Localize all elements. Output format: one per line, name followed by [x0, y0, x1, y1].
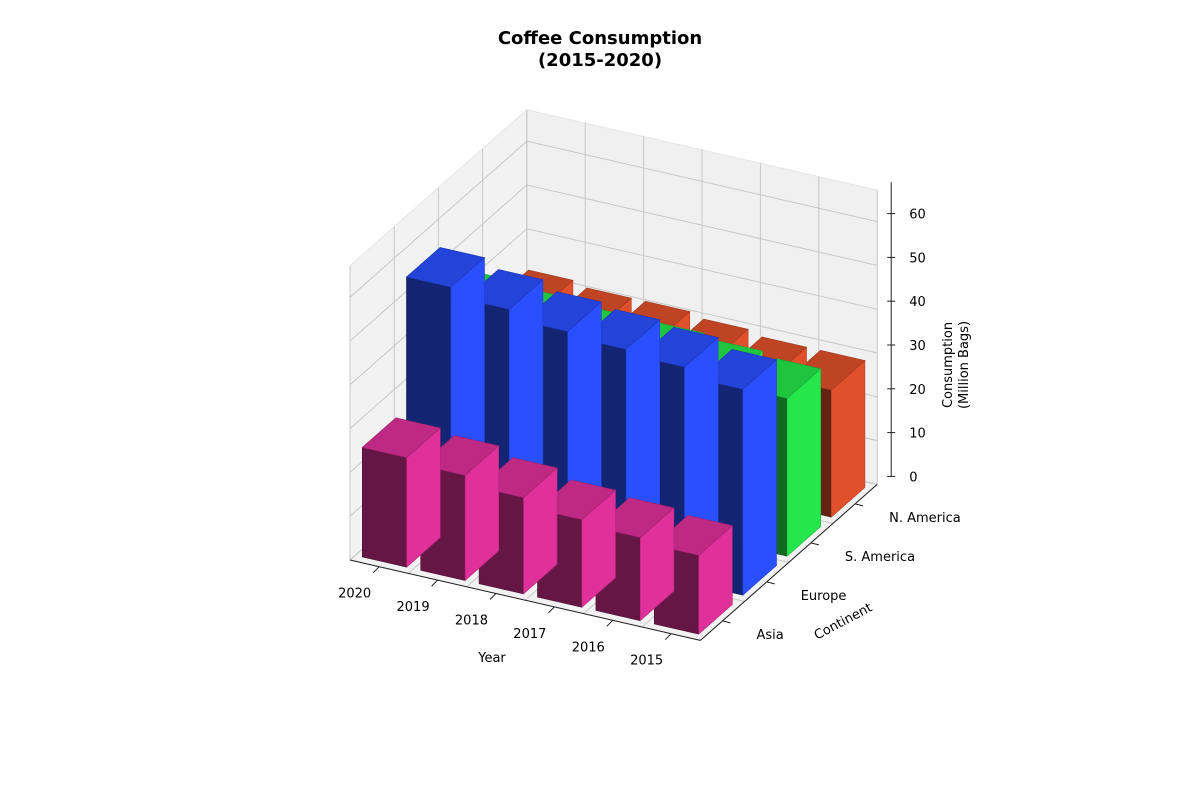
x-axis-line	[349, 559, 701, 641]
z-tick-label: 40	[909, 295, 926, 310]
y-tick	[810, 542, 820, 546]
bar-face-side	[786, 368, 822, 557]
z-tick-label: 30	[909, 339, 926, 354]
x-tick-label: 2017	[513, 627, 546, 642]
y-tick-label: N. America	[889, 511, 961, 526]
bar-face-side	[742, 358, 777, 596]
y-axis-line	[700, 484, 878, 641]
bar-asia-2020	[361, 417, 441, 568]
y-tick-label: Europe	[801, 589, 847, 604]
x-tick-label: 2015	[630, 654, 663, 669]
x-tick	[372, 566, 380, 574]
z-tick-label: 50	[909, 251, 926, 266]
bars-layer	[361, 247, 866, 635]
z-tick-label: 20	[909, 383, 926, 398]
z-tick-label: 60	[909, 208, 926, 223]
axes-layer: 2020 2019 2018 2017 2016 2015 Asia Europe S. Ame…	[338, 182, 961, 669]
y-tick	[766, 581, 775, 585]
chart-title: Coffee Consumption (2015-2020)	[0, 28, 1200, 72]
x-tick	[548, 606, 555, 614]
z-tick-label: 0	[909, 470, 917, 485]
x-tick-label: 2016	[572, 640, 605, 655]
x-axis-label: Year	[477, 651, 506, 666]
x-tick-label: 2018	[455, 614, 488, 629]
y-tick	[722, 620, 731, 624]
bar-face-front	[361, 447, 408, 568]
bar-face-top	[405, 247, 486, 288]
chart-title-line2: (2015-2020)	[537, 50, 663, 71]
chart-title-line1: Coffee Consumption	[497, 28, 703, 49]
z-axis-label-line1: Consumption	[941, 322, 956, 408]
y-tick-label: Asia	[757, 628, 784, 643]
grid-line-z	[349, 140, 878, 298]
x-tick-label: 2020	[338, 587, 371, 602]
x-tick	[431, 579, 438, 587]
x-tick	[489, 593, 497, 600]
z-tick-label: 10	[909, 427, 926, 442]
y-tick-label: S. America	[845, 550, 915, 565]
bar-face-top	[361, 417, 441, 458]
y-tick	[854, 503, 864, 507]
z-axis-label: Consumption (Million Bags)	[941, 321, 972, 409]
y-axis-label: Continent	[812, 600, 875, 643]
z-axis-label-line2: (Million Bags)	[957, 321, 972, 409]
x-tick	[606, 619, 614, 627]
x-tick-label: 2019	[397, 600, 430, 615]
x-tick	[664, 633, 672, 641]
